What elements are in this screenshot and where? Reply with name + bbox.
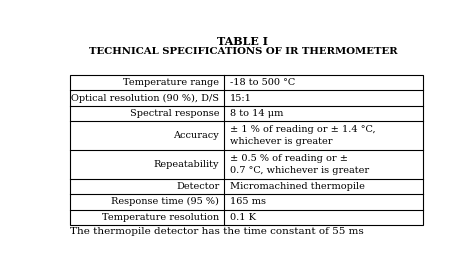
Text: Temperature range: Temperature range: [123, 78, 219, 87]
Text: Detector: Detector: [176, 182, 219, 191]
Text: 15:1: 15:1: [230, 94, 252, 102]
Text: TECHNICAL SPECIFICATIONS OF IR THERMOMETER: TECHNICAL SPECIFICATIONS OF IR THERMOMET…: [89, 47, 397, 56]
Text: ± 0.5 % of reading or ±
0.7 °C, whichever is greater: ± 0.5 % of reading or ± 0.7 °C, whicheve…: [230, 154, 369, 175]
Text: 8 to 14 μm: 8 to 14 μm: [230, 109, 283, 118]
Text: 0.1 K: 0.1 K: [230, 213, 256, 222]
Text: Micromachined thermopile: Micromachined thermopile: [230, 182, 365, 191]
Text: TABLE I: TABLE I: [218, 36, 268, 47]
Text: 165 ms: 165 ms: [230, 197, 266, 206]
Bar: [70, 75, 423, 225]
Text: ± 1 % of reading or ± 1.4 °C,
whichever is greater: ± 1 % of reading or ± 1.4 °C, whichever …: [230, 125, 376, 146]
Text: Spectral response: Spectral response: [130, 109, 219, 118]
Text: -18 to 500 °C: -18 to 500 °C: [230, 78, 295, 87]
Text: The thermopile detector has the time constant of 55 ms: The thermopile detector has the time con…: [70, 227, 364, 236]
Text: Accuracy: Accuracy: [173, 131, 219, 140]
Text: Repeatability: Repeatability: [154, 160, 219, 169]
Text: Temperature resolution: Temperature resolution: [102, 213, 219, 222]
Text: Optical resolution (90 %), D/S: Optical resolution (90 %), D/S: [71, 94, 219, 103]
Text: Response time (95 %): Response time (95 %): [111, 197, 219, 206]
